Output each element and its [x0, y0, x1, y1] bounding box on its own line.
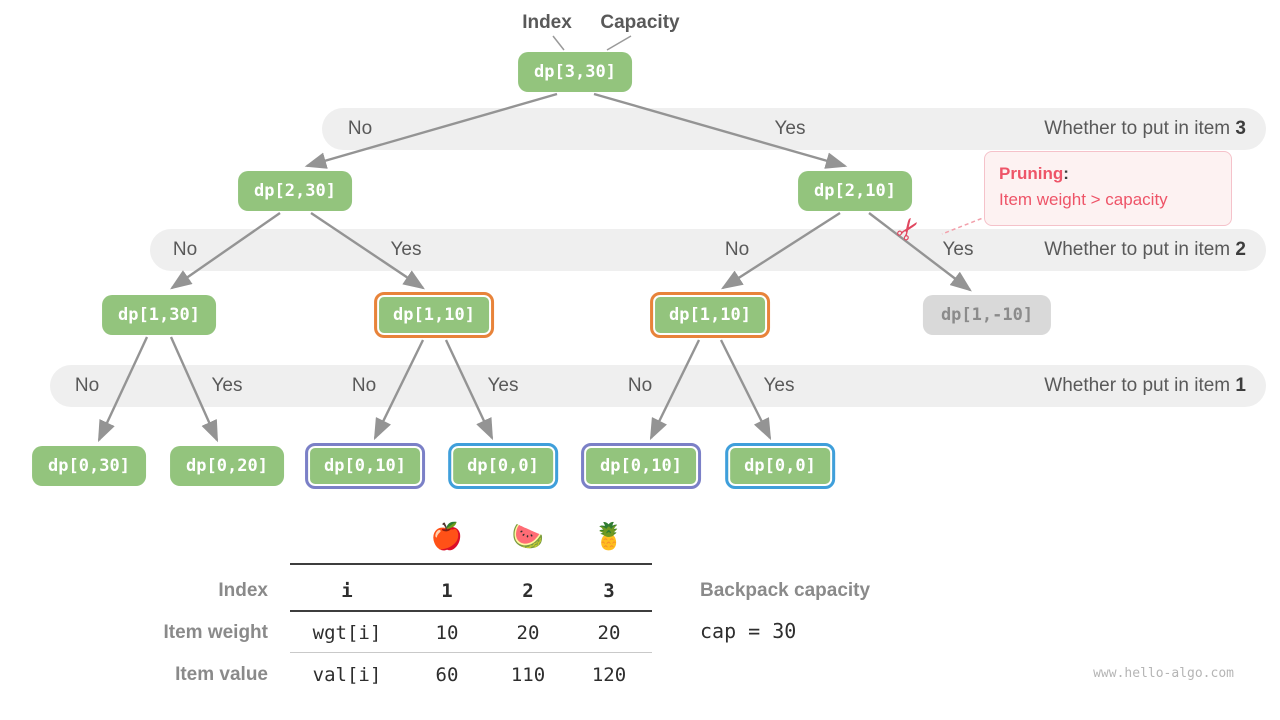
watermelon-icon: 🍉 [511, 522, 545, 552]
table-row-label-index: Index [218, 580, 268, 601]
decision-label-no: No [347, 118, 373, 139]
dp-node-3-30: dp[3,30] [518, 52, 632, 92]
band-question-item-1: Whether to put in item 1 [1044, 375, 1246, 397]
watermark: www.hello-algo.com [1093, 666, 1234, 681]
decision-label-no: No [724, 239, 750, 260]
dp-node-1-neg10: dp[1,-10] [922, 295, 1052, 335]
decision-label-yes: Yes [487, 375, 519, 396]
dp-node-0-0-b: dp[0,0] [725, 443, 835, 489]
dp-node-1-30: dp[1,30] [102, 295, 216, 335]
table-cell: 60 [435, 664, 459, 686]
question-item-number: 3 [1235, 118, 1246, 139]
decision-label-yes: Yes [390, 239, 422, 260]
pruning-colon: : [1063, 164, 1069, 183]
dp-node-0-10-a: dp[0,10] [305, 443, 425, 489]
decision-label-no: No [74, 375, 100, 396]
dp-node-0-10-b: dp[0,10] [581, 443, 701, 489]
table-row-label-weight: Item weight [163, 622, 268, 643]
question-text: Whether to put in item [1044, 239, 1236, 260]
decision-label-no: No [172, 239, 198, 260]
table-cell: 10 [435, 622, 459, 644]
table-cell: 20 [597, 622, 621, 644]
question-text: Whether to put in item [1044, 375, 1236, 396]
capacity-label: Capacity [600, 12, 680, 33]
label-pointer-line [606, 35, 632, 51]
decision-label-yes: Yes [211, 375, 243, 396]
dp-node-0-20: dp[0,20] [170, 446, 284, 486]
decision-label-no: No [627, 375, 653, 396]
table-cell: val[i] [312, 664, 382, 686]
table-rule-header [290, 610, 652, 612]
table-cell: 1 [441, 580, 453, 602]
pruning-title-line: Pruning: [999, 161, 1217, 187]
pruning-callout: Pruning: Item weight > capacity [984, 151, 1232, 226]
question-item-number: 2 [1235, 239, 1246, 260]
dp-node-2-10: dp[2,10] [798, 171, 912, 211]
table-cell: 3 [603, 580, 615, 602]
pruning-detail: Item weight > capacity [999, 190, 1168, 210]
apple-icon: 🍎 [430, 522, 464, 552]
table-cell: 2 [522, 580, 534, 602]
band-question-item-2: Whether to put in item 2 [1044, 239, 1246, 261]
decision-label-yes: Yes [774, 118, 806, 139]
index-label: Index [522, 12, 572, 33]
dp-node-0-0-a: dp[0,0] [448, 443, 558, 489]
table-rule-light [290, 652, 652, 653]
pineapple-icon: 🍍 [592, 522, 626, 552]
decision-label-yes: Yes [763, 375, 795, 396]
question-text: Whether to put in item [1044, 118, 1236, 139]
table-cell: wgt[i] [312, 622, 382, 644]
table-cell: i [341, 580, 353, 602]
backpack-capacity-value: cap = 30 [700, 619, 797, 643]
decision-label-no: No [351, 375, 377, 396]
dp-node-0-30: dp[0,30] [32, 446, 146, 486]
label-pointer-line [552, 35, 565, 51]
dp-node-1-10-a: dp[1,10] [374, 292, 494, 338]
table-row-label-value: Item value [175, 664, 268, 685]
decision-label-yes: Yes [942, 239, 974, 260]
table-cell: 20 [516, 622, 540, 644]
table-cell: 110 [510, 664, 546, 686]
table-cell: 120 [591, 664, 627, 686]
backpack-capacity-label: Backpack capacity [700, 580, 871, 601]
dp-node-2-30: dp[2,30] [238, 171, 352, 211]
dp-node-1-10-b: dp[1,10] [650, 292, 770, 338]
band-question-item-3: Whether to put in item 3 [1044, 118, 1246, 140]
pruning-title: Pruning [999, 164, 1064, 183]
table-rule-top [290, 563, 652, 565]
question-item-number: 1 [1235, 375, 1246, 396]
